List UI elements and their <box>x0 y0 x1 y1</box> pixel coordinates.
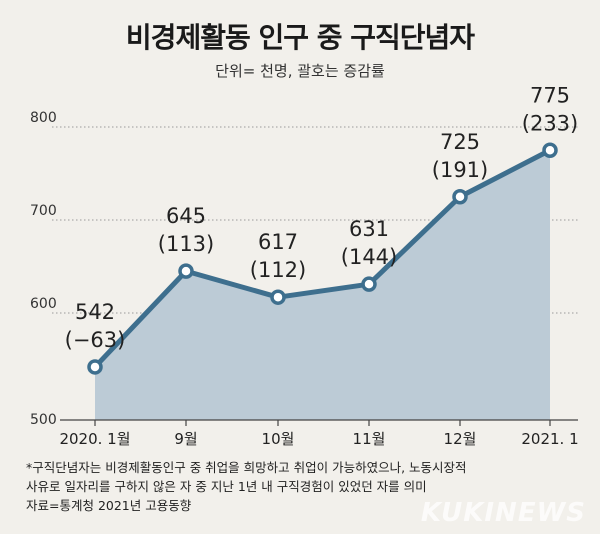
data-label-value: 725 <box>440 130 480 154</box>
data-label-value: 631 <box>349 217 389 241</box>
data-point <box>452 189 468 205</box>
data-label-value: 617 <box>258 230 298 254</box>
x-tick-label: 9월 <box>174 430 197 448</box>
footnote-line: *구직단념자는 비경제활동인구 중 취업을 희망하고 취업이 가능하였으나, 노… <box>26 460 467 475</box>
data-point <box>87 359 103 375</box>
y-tick-label: 700 <box>30 203 57 219</box>
y-tick-label: 600 <box>30 296 57 312</box>
watermark: KUKINEWS <box>420 498 586 528</box>
footnote-line: 자료=통계청 2021년 고용동향 <box>26 498 192 513</box>
data-label-change: (112) <box>250 258 306 282</box>
data-label-change: (233) <box>522 111 578 135</box>
y-tick-label: 800 <box>30 110 57 126</box>
data-point <box>270 289 286 305</box>
data-point <box>178 263 194 279</box>
x-tick-label: 2020. 1월 <box>59 430 130 448</box>
data-point <box>542 142 558 158</box>
x-tick-label: 12월 <box>444 430 477 448</box>
data-label-change: (−63) <box>65 328 126 352</box>
data-point <box>361 276 377 292</box>
x-tick-label: 10월 <box>262 430 295 448</box>
chart-title: 비경제활동 인구 중 구직단념자 <box>125 21 475 54</box>
chart-subtitle: 단위= 천명, 괄호는 증감률 <box>215 62 385 80</box>
data-label-change: (144) <box>341 245 397 269</box>
series-line <box>92 147 553 370</box>
area-fill <box>95 150 550 420</box>
x-tick-label: 2021. 1 <box>521 430 578 448</box>
data-label-value: 542 <box>75 300 115 324</box>
footnote-line: 사유로 일자리를 구하지 않은 자 중 지난 1년 내 구직경험이 있었던 자를… <box>26 479 427 494</box>
data-label-change: (113) <box>158 232 214 256</box>
data-label-value: 645 <box>166 204 206 228</box>
footnotes: *구직단념자는 비경제활동인구 중 취업을 희망하고 취업이 가능하였으나, 노… <box>26 458 596 515</box>
x-tick-label: 11월 <box>353 430 386 448</box>
data-label-value: 775 <box>530 83 570 107</box>
data-label-change: (191) <box>432 158 488 182</box>
y-tick-label: 500 <box>30 412 57 428</box>
